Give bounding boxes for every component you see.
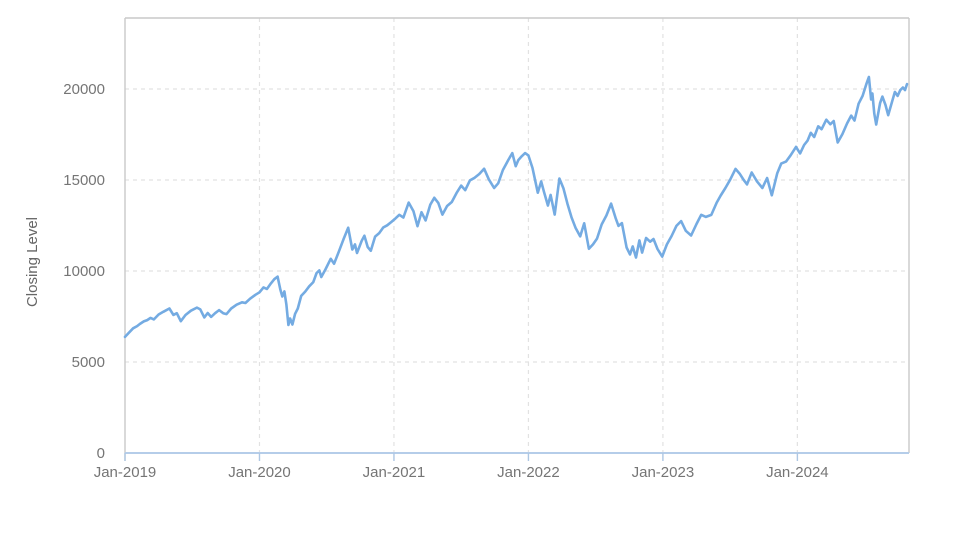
x-tick-label: Jan-2019 (94, 464, 157, 481)
y-tick-label: 0 (97, 445, 105, 462)
y-tick-label: 20000 (63, 81, 105, 98)
y-tick-label: 15000 (63, 172, 105, 189)
y-axis-title: Closing Level (24, 217, 41, 307)
x-tick-label: Jan-2021 (363, 464, 426, 481)
x-tick-label: Jan-2024 (766, 464, 829, 481)
y-tick-label: 5000 (72, 354, 105, 371)
x-tick-label: Jan-2023 (632, 464, 695, 481)
y-tick-label: 10000 (63, 263, 105, 280)
x-tick-label: Jan-2020 (228, 464, 291, 481)
series-line (123, 75, 909, 339)
x-tick-label: Jan-2022 (497, 464, 560, 481)
